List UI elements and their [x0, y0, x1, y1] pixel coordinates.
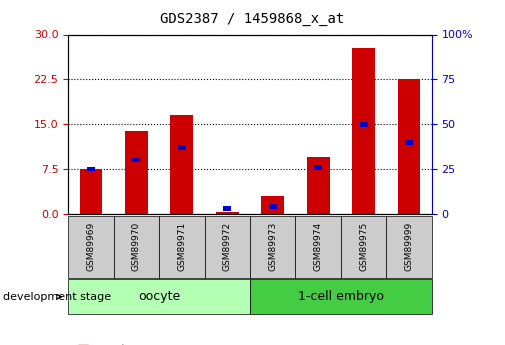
Text: GDS2387 / 1459868_x_at: GDS2387 / 1459868_x_at [161, 12, 344, 26]
Bar [360, 122, 368, 127]
Bar [178, 145, 186, 150]
Bar [398, 79, 420, 214]
Bar [269, 204, 277, 209]
Bar [125, 131, 148, 214]
Bar [223, 206, 231, 211]
Text: GSM89973: GSM89973 [268, 222, 277, 271]
Bar [352, 48, 375, 214]
Text: GSM89969: GSM89969 [86, 222, 95, 271]
Text: oocyte: oocyte [138, 290, 180, 303]
Text: GSM89974: GSM89974 [314, 222, 323, 271]
Text: GSM89975: GSM89975 [359, 222, 368, 271]
Text: GSM89999: GSM89999 [405, 222, 414, 271]
Bar [80, 169, 103, 214]
Text: GSM89972: GSM89972 [223, 222, 232, 271]
Bar [132, 158, 140, 162]
Text: 1-cell embryo: 1-cell embryo [298, 290, 384, 303]
Bar [307, 157, 330, 214]
Text: development stage: development stage [3, 292, 111, 302]
Bar [314, 165, 322, 170]
Text: GSM89970: GSM89970 [132, 222, 141, 271]
Bar [87, 167, 95, 171]
Bar [216, 212, 238, 214]
Legend: count, percentile rank within the sample: count, percentile rank within the sample [73, 340, 276, 345]
Text: GSM89971: GSM89971 [177, 222, 186, 271]
Bar [262, 196, 284, 214]
Bar [171, 115, 193, 214]
Bar [405, 140, 413, 145]
